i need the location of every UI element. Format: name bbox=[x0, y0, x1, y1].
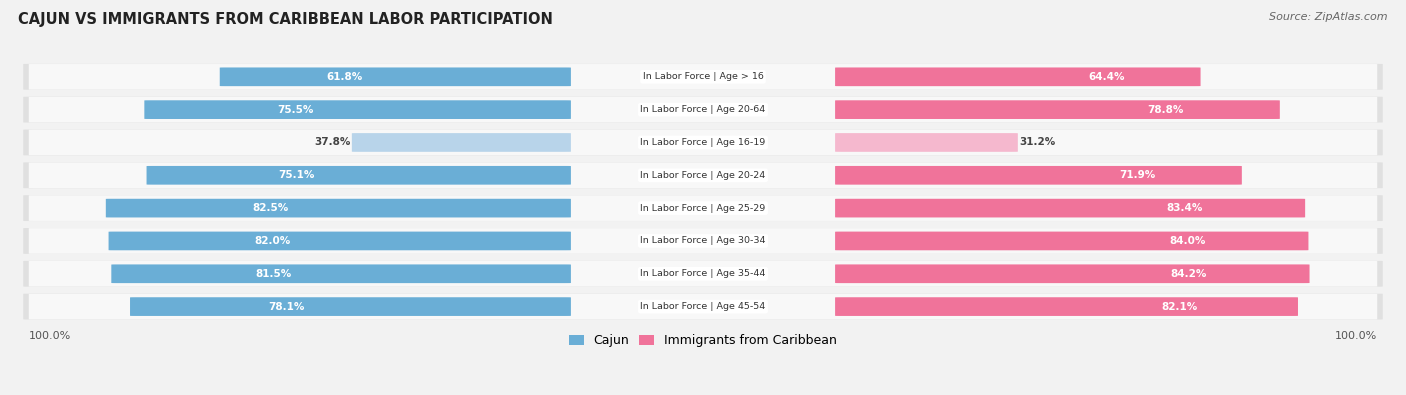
Text: 100.0%: 100.0% bbox=[28, 331, 72, 341]
Text: 84.0%: 84.0% bbox=[1170, 236, 1205, 246]
Text: In Labor Force | Age 20-24: In Labor Force | Age 20-24 bbox=[640, 171, 766, 180]
Text: 75.1%: 75.1% bbox=[278, 170, 315, 180]
Text: In Labor Force | Age 35-44: In Labor Force | Age 35-44 bbox=[640, 269, 766, 278]
FancyBboxPatch shape bbox=[24, 228, 1382, 254]
Text: 84.2%: 84.2% bbox=[1170, 269, 1206, 279]
FancyBboxPatch shape bbox=[835, 166, 1241, 184]
FancyBboxPatch shape bbox=[352, 133, 571, 152]
Text: In Labor Force | Age 20-64: In Labor Force | Age 20-64 bbox=[640, 105, 766, 114]
FancyBboxPatch shape bbox=[28, 130, 1378, 155]
FancyBboxPatch shape bbox=[28, 228, 1378, 254]
FancyBboxPatch shape bbox=[28, 162, 1378, 188]
Text: Source: ZipAtlas.com: Source: ZipAtlas.com bbox=[1270, 12, 1388, 22]
Text: 100.0%: 100.0% bbox=[1334, 331, 1378, 341]
Text: 82.0%: 82.0% bbox=[254, 236, 290, 246]
Text: 78.8%: 78.8% bbox=[1147, 105, 1184, 115]
Text: In Labor Force | Age 16-19: In Labor Force | Age 16-19 bbox=[640, 138, 766, 147]
FancyBboxPatch shape bbox=[219, 68, 571, 86]
Text: In Labor Force | Age 25-29: In Labor Force | Age 25-29 bbox=[640, 203, 766, 213]
Text: 83.4%: 83.4% bbox=[1167, 203, 1204, 213]
FancyBboxPatch shape bbox=[835, 100, 1279, 119]
FancyBboxPatch shape bbox=[145, 100, 571, 119]
FancyBboxPatch shape bbox=[835, 264, 1309, 283]
FancyBboxPatch shape bbox=[146, 166, 571, 184]
FancyBboxPatch shape bbox=[24, 162, 1382, 188]
Text: In Labor Force | Age 30-34: In Labor Force | Age 30-34 bbox=[640, 237, 766, 245]
FancyBboxPatch shape bbox=[835, 231, 1309, 250]
Text: In Labor Force | Age 45-54: In Labor Force | Age 45-54 bbox=[640, 302, 766, 311]
FancyBboxPatch shape bbox=[108, 231, 571, 250]
Text: 75.5%: 75.5% bbox=[277, 105, 314, 115]
FancyBboxPatch shape bbox=[28, 261, 1378, 287]
FancyBboxPatch shape bbox=[835, 199, 1305, 218]
FancyBboxPatch shape bbox=[105, 199, 571, 218]
Text: 82.5%: 82.5% bbox=[252, 203, 288, 213]
FancyBboxPatch shape bbox=[28, 294, 1378, 320]
Text: 82.1%: 82.1% bbox=[1161, 302, 1198, 312]
FancyBboxPatch shape bbox=[111, 264, 571, 283]
FancyBboxPatch shape bbox=[835, 133, 1018, 152]
Legend: Cajun, Immigrants from Caribbean: Cajun, Immigrants from Caribbean bbox=[564, 329, 842, 352]
Text: 71.9%: 71.9% bbox=[1119, 170, 1156, 180]
Text: 78.1%: 78.1% bbox=[267, 302, 304, 312]
Text: 81.5%: 81.5% bbox=[256, 269, 292, 279]
Text: In Labor Force | Age > 16: In Labor Force | Age > 16 bbox=[643, 72, 763, 81]
FancyBboxPatch shape bbox=[24, 261, 1382, 287]
Text: 61.8%: 61.8% bbox=[326, 72, 363, 82]
FancyBboxPatch shape bbox=[24, 195, 1382, 221]
Text: CAJUN VS IMMIGRANTS FROM CARIBBEAN LABOR PARTICIPATION: CAJUN VS IMMIGRANTS FROM CARIBBEAN LABOR… bbox=[18, 12, 553, 27]
FancyBboxPatch shape bbox=[28, 195, 1378, 221]
Text: 37.8%: 37.8% bbox=[314, 137, 350, 147]
FancyBboxPatch shape bbox=[835, 68, 1201, 86]
FancyBboxPatch shape bbox=[835, 297, 1298, 316]
FancyBboxPatch shape bbox=[129, 297, 571, 316]
Text: 64.4%: 64.4% bbox=[1088, 72, 1125, 82]
FancyBboxPatch shape bbox=[28, 97, 1378, 122]
FancyBboxPatch shape bbox=[24, 64, 1382, 90]
FancyBboxPatch shape bbox=[24, 97, 1382, 122]
FancyBboxPatch shape bbox=[24, 130, 1382, 155]
Text: 31.2%: 31.2% bbox=[1019, 137, 1056, 147]
FancyBboxPatch shape bbox=[28, 64, 1378, 90]
FancyBboxPatch shape bbox=[24, 293, 1382, 320]
